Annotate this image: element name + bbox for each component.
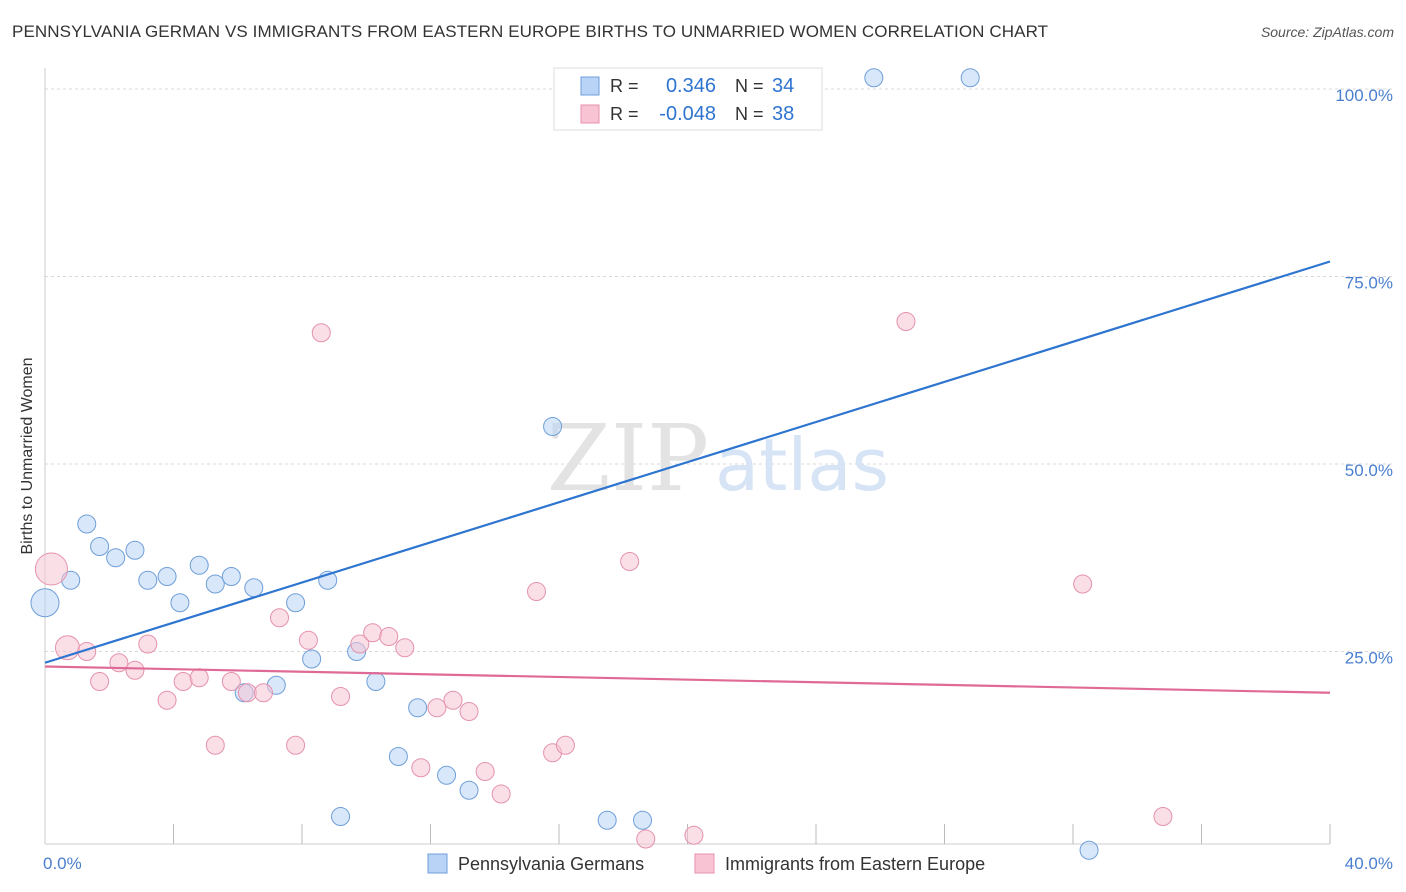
point-blue-11 (221, 567, 241, 586)
y-tick-label-100: 100.0% (1335, 86, 1393, 105)
point-pink-21 (379, 627, 399, 646)
watermark-atlas: atlas (715, 423, 889, 507)
point-blue-24 (459, 780, 479, 800)
point-pink-5 (125, 660, 145, 680)
y-tick-label-25: 25.0% (1345, 649, 1393, 668)
legend-bottom-swatch-blue (427, 853, 448, 874)
grid-layer (45, 88, 1392, 652)
point-blue-8 (170, 593, 190, 613)
point-blue-23 (437, 765, 457, 785)
y-tick-label-75: 75.0% (1345, 274, 1393, 293)
chart-title: PENNSYLVANIA GERMAN VS IMMIGRANTS FROM E… (12, 22, 1049, 41)
legend-r-label: R = (610, 76, 639, 96)
point-blue-32 (960, 68, 980, 88)
legend-r-value: -0.048 (659, 103, 716, 125)
point-pink-31 (555, 735, 575, 755)
x-tick-label-40: 40.0% (1345, 854, 1393, 873)
point-blue-29 (633, 810, 653, 830)
legend-r-label: R = (610, 104, 639, 124)
point-pink-14 (270, 608, 290, 628)
legend-bottom-label-blue: Pennsylvania Germans (458, 854, 644, 874)
point-pink-32 (620, 552, 640, 571)
point-blue-33 (1079, 840, 1099, 860)
point-pink-11 (221, 672, 241, 691)
point-pink-18 (331, 687, 351, 706)
point-blue-27 (597, 810, 617, 830)
point-pink-15 (286, 735, 306, 755)
point-pink-17 (311, 323, 331, 343)
point-blue-25 (543, 417, 563, 436)
trend-line-blue (44, 260, 1331, 664)
point-pink-33 (636, 829, 656, 849)
point-blue-0 (30, 588, 60, 618)
point-pink-37 (1153, 807, 1173, 826)
point-blue-4 (106, 548, 126, 568)
legend-bottom-label-pink: Immigrants from Eastern Europe (725, 854, 985, 874)
point-blue-22 (408, 698, 428, 718)
point-pink-26 (459, 702, 479, 721)
point-pink-34 (684, 825, 704, 845)
point-blue-3 (90, 537, 110, 556)
legend-n-label: N = (735, 104, 764, 124)
point-pink-16 (298, 630, 318, 650)
legend-swatch-blue (580, 76, 600, 96)
axis-layer: 25.0% 50.0% 75.0% 100.0% 0.0% 40.0% (43, 68, 1393, 873)
legend-swatch-pink (580, 104, 600, 124)
legend-top: R = 0.346 N = 34 R = -0.048 N = 38 (553, 67, 823, 131)
watermark: ZIP atlas (547, 405, 889, 512)
point-blue-15 (286, 593, 306, 613)
point-pink-23 (411, 758, 431, 778)
point-pink-0 (34, 552, 68, 586)
point-pink-19 (350, 634, 370, 654)
point-pink-22 (395, 638, 415, 658)
legend-bottom-swatch-pink (694, 853, 715, 874)
point-blue-31 (864, 68, 884, 88)
point-pink-35 (896, 312, 916, 331)
point-pink-10 (205, 735, 225, 755)
point-blue-18 (331, 807, 351, 826)
point-blue-16 (302, 649, 322, 669)
point-blue-2 (77, 514, 97, 534)
source-credit: Source: ZipAtlas.com (1260, 24, 1394, 40)
point-pink-9 (189, 668, 209, 688)
point-pink-13 (253, 683, 273, 703)
point-blue-9 (189, 555, 209, 575)
point-pink-24 (427, 698, 447, 718)
watermark-zip: ZIP (547, 405, 709, 512)
legend-bottom: Pennsylvania Germans Immigrants from East… (427, 853, 985, 874)
legend-n-label: N = (735, 76, 764, 96)
point-pink-28 (491, 784, 511, 804)
trend-line-pink (44, 665, 1331, 694)
point-blue-13 (244, 578, 264, 598)
point-pink-29 (527, 582, 547, 601)
point-blue-20 (366, 672, 386, 691)
x-tick-label-0: 0.0% (43, 854, 82, 873)
legend-n-value: 38 (772, 103, 794, 125)
point-pink-25 (443, 690, 463, 710)
point-blue-21 (388, 747, 408, 766)
point-pink-8 (173, 672, 193, 691)
point-blue-10 (205, 574, 225, 594)
point-blue-5 (125, 540, 145, 560)
point-blue-7 (157, 567, 177, 586)
legend-n-value: 34 (772, 75, 794, 97)
legend-r-value: 0.346 (666, 75, 716, 97)
point-pink-27 (475, 762, 495, 781)
point-pink-20 (363, 623, 383, 643)
point-pink-12 (237, 683, 257, 703)
point-pink-7 (157, 690, 177, 710)
trend-layer (44, 260, 1331, 694)
point-pink-6 (138, 634, 158, 654)
y-tick-label-50: 50.0% (1345, 461, 1393, 480)
point-pink-3 (90, 672, 110, 691)
point-pink-36 (1073, 574, 1093, 594)
point-blue-6 (138, 570, 158, 590)
